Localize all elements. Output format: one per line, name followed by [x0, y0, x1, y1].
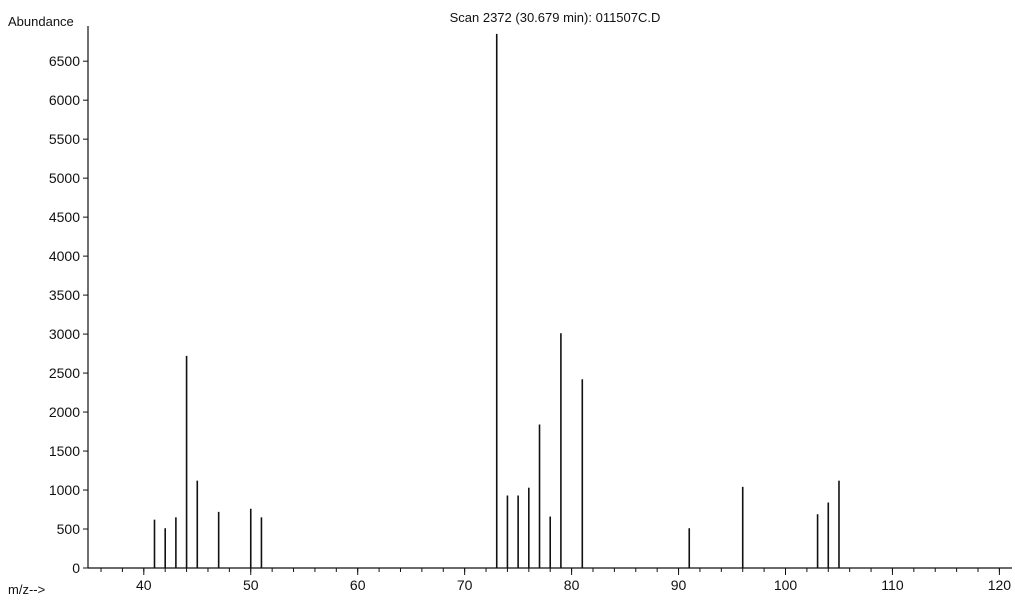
y-tick-label: 5500 — [49, 131, 80, 147]
chart-title: Scan 2372 (30.679 min): 011507C.D — [450, 10, 661, 25]
x-tick-label: 60 — [350, 577, 366, 593]
spectrum-peaks — [153, 33, 840, 568]
y-tick-label: 2000 — [49, 404, 80, 420]
y-tick-label: 4000 — [49, 248, 80, 264]
y-tick-label: 1500 — [49, 443, 80, 459]
y-tick-label: 3500 — [49, 287, 80, 303]
x-tick-label: 40 — [136, 577, 152, 593]
y-tick-label: 2500 — [49, 365, 80, 381]
axes: 0 500 1000 1500 2000 2500 3000 3500 4000 4500 5000… — [49, 26, 1012, 593]
x-tick-label: 120 — [988, 577, 1012, 593]
y-tick-label: 4500 — [49, 209, 80, 225]
x-tick-label: 100 — [774, 577, 798, 593]
y-tick-label: 5000 — [49, 170, 80, 186]
y-tick-label: 6000 — [49, 92, 80, 108]
x-tick-label: 70 — [457, 577, 473, 593]
x-tick-label: 110 — [881, 577, 904, 593]
y-tick-label: 1000 — [49, 482, 80, 498]
x-tick-label: 80 — [564, 577, 580, 593]
x-axis-label: m/z--> — [8, 582, 45, 597]
y-axis-label: Abundance — [8, 14, 74, 29]
x-tick-label: 90 — [671, 577, 687, 593]
y-tick-label: 0 — [72, 560, 80, 576]
x-tick-label: 50 — [243, 577, 259, 593]
y-tick-label: 3000 — [49, 326, 80, 342]
y-tick-label: 6500 — [49, 53, 80, 69]
y-tick-label: 500 — [57, 521, 81, 537]
